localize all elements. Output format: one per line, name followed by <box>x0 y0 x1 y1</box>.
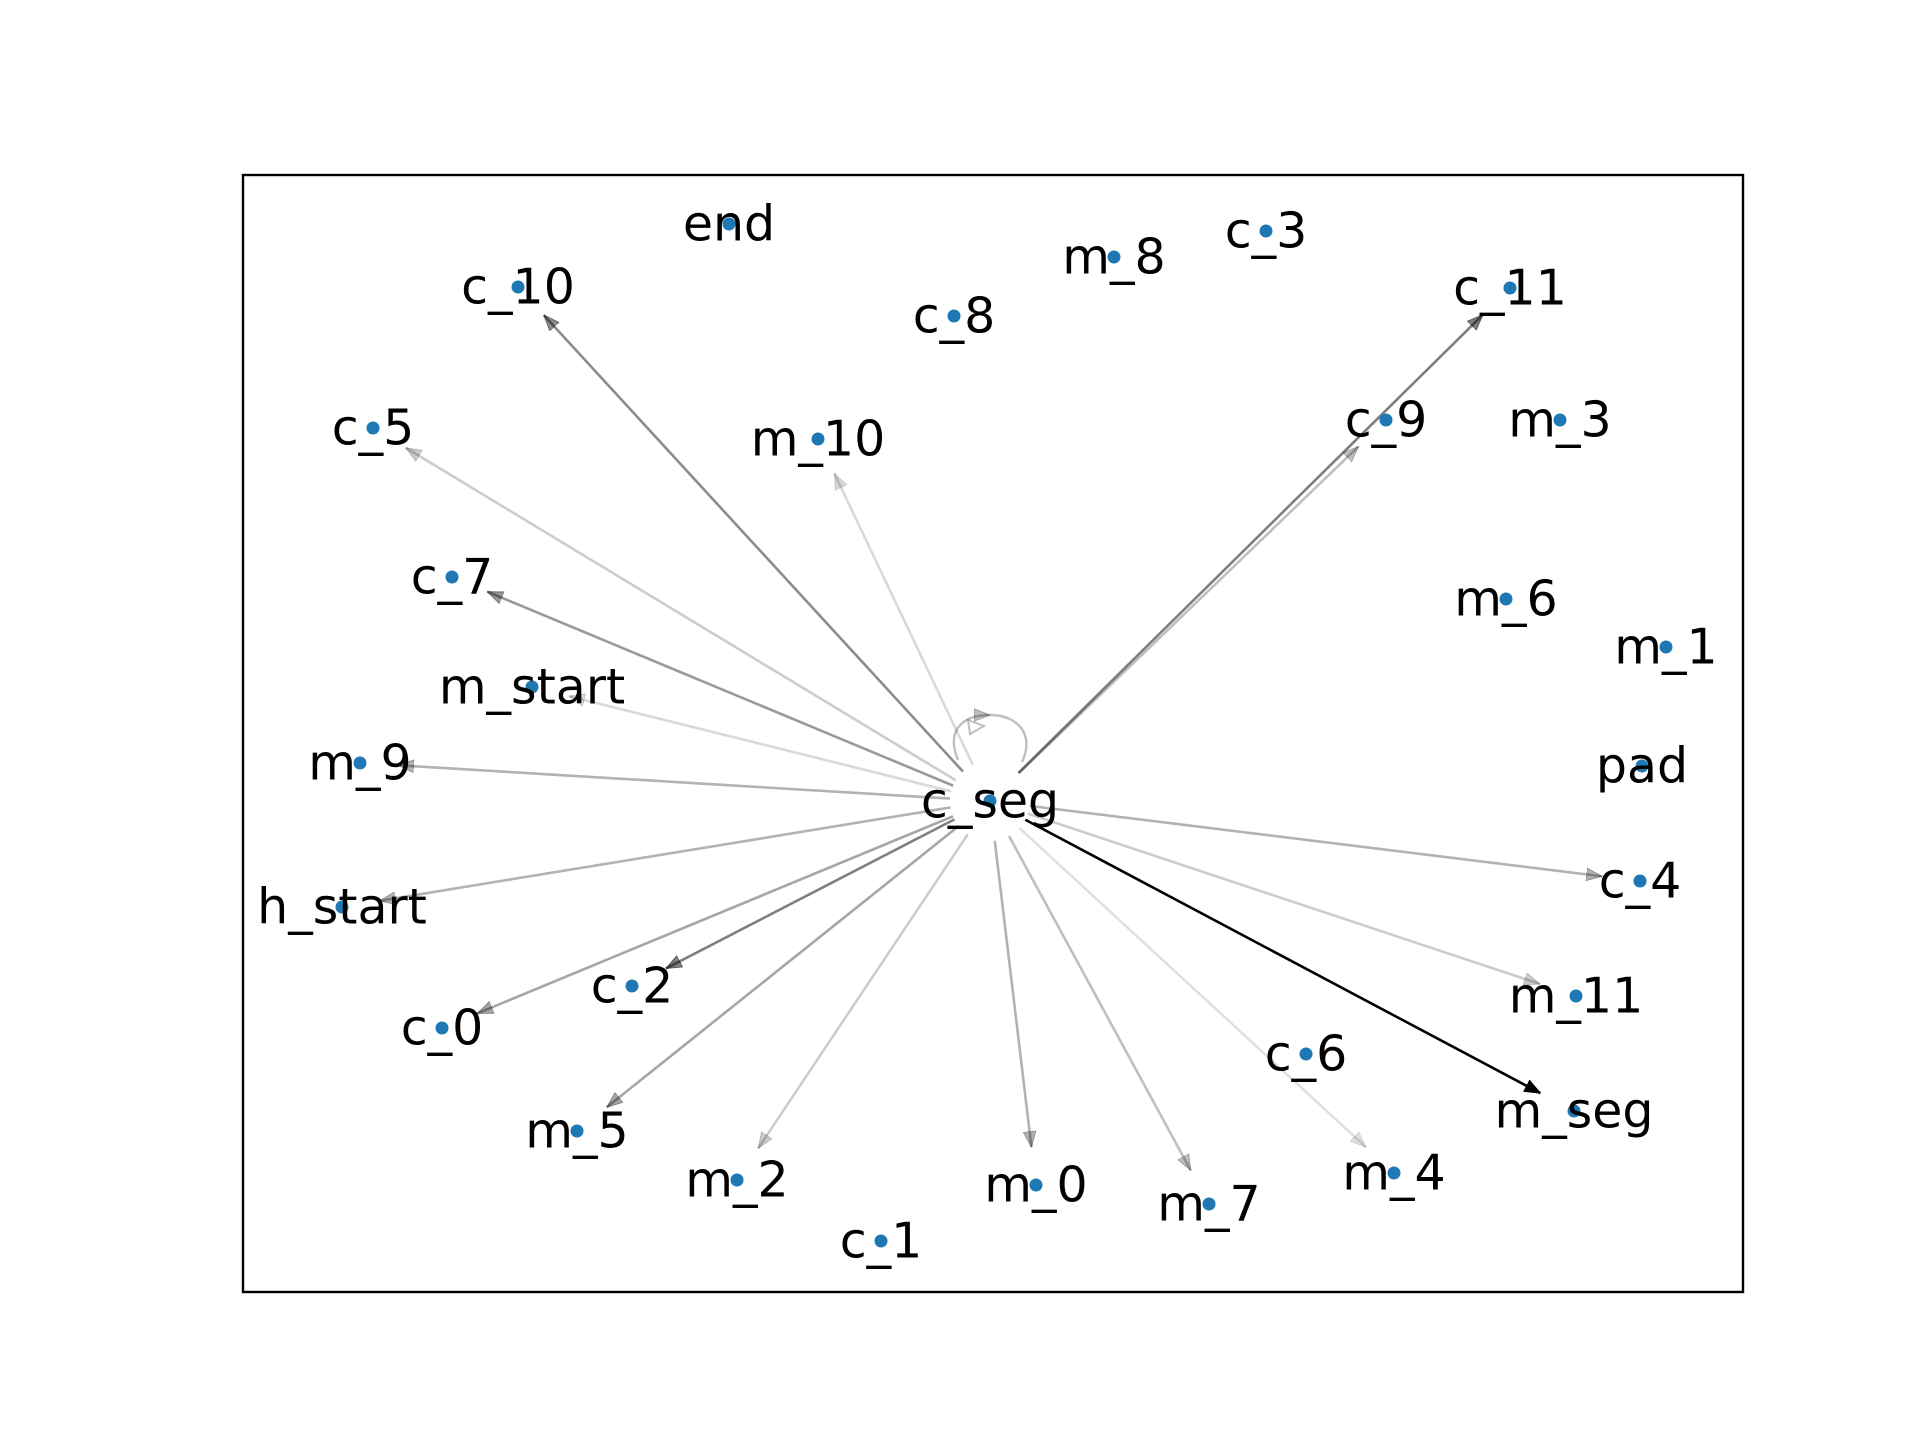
node-c_seg <box>983 794 997 808</box>
edge-c_seg-to-m_5 <box>607 824 960 1109</box>
node-m_8 <box>1107 250 1121 264</box>
node-label-c_11: c_11 <box>1453 260 1567 317</box>
edge-c_seg-to-c_4 <box>1029 804 1603 876</box>
node-label-c_0: c_0 <box>401 1000 484 1057</box>
node-label-m_8: m_8 <box>1062 229 1165 286</box>
node-m_7 <box>1202 1197 1216 1211</box>
node-m_5 <box>570 1124 584 1138</box>
edge-c_seg-to-c_2 <box>666 818 956 970</box>
edge-c_seg-to-m_2 <box>757 833 969 1148</box>
node-pad <box>1635 759 1649 773</box>
node-m_0 <box>1029 1178 1043 1192</box>
node-label-m_11: m_11 <box>1509 968 1644 1025</box>
node-label-c_8: c_8 <box>913 288 996 345</box>
node-end <box>722 217 736 231</box>
edge-c_seg-to-m_4 <box>1018 827 1366 1149</box>
node-label-c_seg: c_seg <box>921 773 1059 830</box>
edge-c_seg-to-c_7 <box>487 590 954 787</box>
node-label-m_3: m_3 <box>1508 392 1611 449</box>
node-label-m_7: m_7 <box>1157 1176 1260 1233</box>
edge-c_seg-to-m_seg <box>1024 818 1540 1095</box>
edge-c_seg-to-c_5 <box>406 446 957 782</box>
edge-c_seg-to-m_11 <box>1027 812 1540 984</box>
node-label-c_9: c_9 <box>1345 392 1428 449</box>
node-label-c_4: c_4 <box>1599 853 1682 910</box>
edge-c_seg-to-c_0 <box>477 815 954 1015</box>
edge-c_seg-to-c_11 <box>1017 313 1482 774</box>
node-label-c_6: c_6 <box>1265 1026 1348 1083</box>
node-label-m_seg: m_seg <box>1494 1083 1653 1140</box>
node-label-pad: pad <box>1596 738 1688 795</box>
labels-layer: end c_10 c_8 m_8 c_3 c_11 c_5 m_10 c_9 m_3 c_7 m_6m… <box>257 196 1718 1270</box>
node-c_6 <box>1299 1047 1313 1061</box>
node-m_11 <box>1569 989 1583 1003</box>
node-m_start <box>525 680 539 694</box>
node-c_7 <box>445 570 459 584</box>
node-label-c_7: c_7 <box>411 549 494 606</box>
node-label-c_5: c_5 <box>332 400 415 457</box>
node-m_10 <box>811 432 825 446</box>
node-c_8 <box>947 309 961 323</box>
node-c_0 <box>435 1021 449 1035</box>
edge-c_seg-to-c_seg <box>952 715 1028 763</box>
node-m_3 <box>1553 413 1567 427</box>
node-c_3 <box>1259 224 1273 238</box>
nodes-layer <box>335 217 1673 1248</box>
edge-c_seg-to-m_9 <box>398 765 951 800</box>
edges-layer <box>380 313 1603 1171</box>
node-label-m_0: m_0 <box>984 1157 1087 1214</box>
node-label-m_2: m_2 <box>685 1152 788 1209</box>
edge-c_seg-to-m_10 <box>833 473 975 766</box>
node-label-c_10: c_10 <box>461 259 575 316</box>
plot-frame <box>241 173 1745 1294</box>
node-label-m_1: m_1 <box>1614 619 1717 676</box>
node-label-m_10: m_10 <box>751 411 886 468</box>
edge-c_seg-to-m_0 <box>993 840 1032 1148</box>
node-m_4 <box>1387 1166 1401 1180</box>
node-m_9 <box>353 756 367 770</box>
node-label-h_start: h_start <box>257 879 427 936</box>
node-c_4 <box>1633 874 1647 888</box>
node-c_10 <box>511 280 525 294</box>
node-label-m_4: m_4 <box>1342 1145 1445 1202</box>
node-m_1 <box>1659 640 1673 654</box>
edge-c_seg-to-c_10 <box>542 315 964 773</box>
node-c_1 <box>874 1234 888 1248</box>
node-c_9 <box>1379 413 1393 427</box>
node-h_start <box>335 900 349 914</box>
node-label-m_start: m_start <box>439 659 625 716</box>
node-m_6 <box>1499 592 1513 606</box>
node-label-c_1: c_1 <box>840 1213 923 1270</box>
node-label-c_2: c_2 <box>591 958 674 1015</box>
edge-arrowhead-c_seg-to-c_seg <box>966 718 987 736</box>
edge-c_seg-to-m_start <box>569 696 952 793</box>
node-c_2 <box>625 979 639 993</box>
node-label-m_9: m_9 <box>308 735 411 792</box>
node-label-m_6: m_6 <box>1454 571 1557 628</box>
node-label-m_5: m_5 <box>525 1103 628 1160</box>
edge-c_seg-to-h_start <box>380 806 951 900</box>
node-c_11 <box>1503 281 1517 295</box>
node-c_5 <box>366 421 380 435</box>
node-label-end: end <box>683 196 775 253</box>
node-m_2 <box>730 1173 744 1187</box>
node-m_seg <box>1567 1104 1581 1118</box>
edge-c_seg-to-c_9 <box>1017 445 1359 775</box>
edge-c_seg-to-m_7 <box>1007 835 1192 1170</box>
node-label-c_3: c_3 <box>1225 203 1308 260</box>
